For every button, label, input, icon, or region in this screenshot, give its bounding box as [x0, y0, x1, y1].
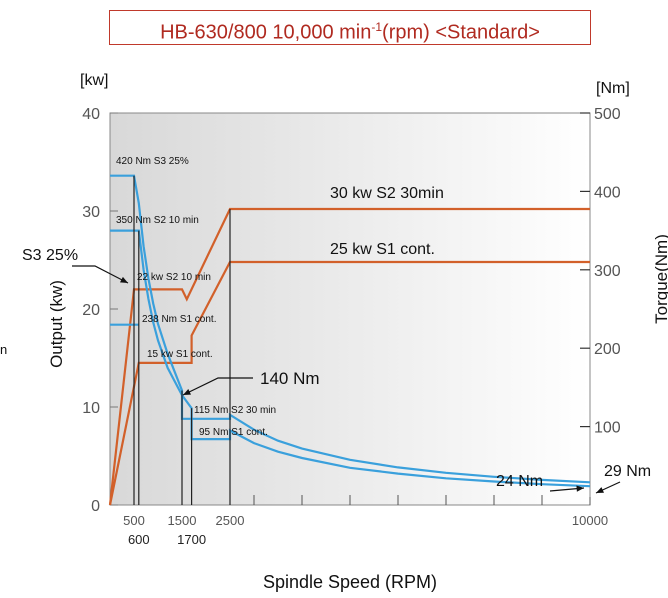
leader-140nm-head [183, 389, 191, 395]
annotation-s3-25: S3 25% [22, 247, 78, 264]
y-left-tick-label: 30 [82, 204, 100, 221]
annotation-140nm: 140 Nm [260, 369, 320, 388]
annotation-95nm: 95 Nm S1 cont. [199, 427, 268, 438]
annotation-30kw: 30 kw S2 30min [330, 185, 444, 202]
x-tick-label: 2500 [216, 513, 245, 528]
y-right-unit: [Nm] [596, 80, 630, 97]
y-left-tick-label: 10 [82, 400, 100, 417]
y-right-tick-label: 100 [594, 420, 621, 437]
annotation-115nm: 115 Nm S2 30 min [194, 405, 276, 416]
y-left-unit: [kw] [80, 72, 108, 89]
annotation-29nm: 29 Nm [604, 463, 651, 480]
y-right-tick-label: 400 [594, 184, 621, 201]
leader-29nm-head [596, 487, 604, 493]
y-right-tick-label: 500 [594, 106, 621, 123]
x-tick-label: 1500 [168, 513, 197, 528]
y-right-tick-label: 200 [594, 341, 621, 358]
plot-area [109, 112, 591, 506]
leader-s3-head [120, 276, 128, 283]
y-left-tick-label: 0 [91, 498, 100, 515]
annotation-238nm: 238 Nm S1 cont. [142, 314, 216, 325]
annotation-25kw: 25 kw S1 cont. [330, 241, 435, 258]
y-left-tick-label: 40 [82, 106, 100, 123]
x-tick-label-bottom: 1700 [177, 532, 206, 547]
chart-title-sup: -1 [371, 20, 383, 34]
annotation-420nm: 420 Nm S3 25% [116, 156, 189, 167]
y-left-tick-label: 20 [82, 302, 100, 319]
y-right-tick-label: 300 [594, 263, 621, 280]
chart-title: HB-630/800 10,000 min-1(rpm) <Standard> [109, 10, 591, 45]
x-axis-label: Spindle Speed (RPM) [263, 572, 437, 592]
leader-s3 [72, 265, 129, 284]
annotation-24nm: 24 Nm [496, 473, 543, 490]
annotation-350nm: 350 Nm S2 10 min [116, 215, 199, 226]
x-tick-label: 500 [123, 513, 145, 528]
leader-24nm-head [576, 485, 584, 492]
torque-curve [110, 174, 591, 484]
chart-title-prefix: HB-630/800 10,000 min [160, 21, 372, 44]
annotation-edge-n: n [0, 342, 7, 357]
y-left-axis-label: Output (kw) [47, 280, 66, 368]
leader-140nm [182, 377, 253, 396]
annotation-15kw: 15 kw S1 cont. [147, 349, 213, 360]
y-right-axis-label: Torque(Nm) [652, 234, 668, 324]
chart-title-suffix: (rpm) <Standard> [382, 21, 540, 44]
annotation-22kw: 22 kw S2 10 min [137, 272, 211, 283]
x-tick-label-bottom: 600 [128, 532, 150, 547]
x-tick-label: 10000 [572, 513, 608, 528]
